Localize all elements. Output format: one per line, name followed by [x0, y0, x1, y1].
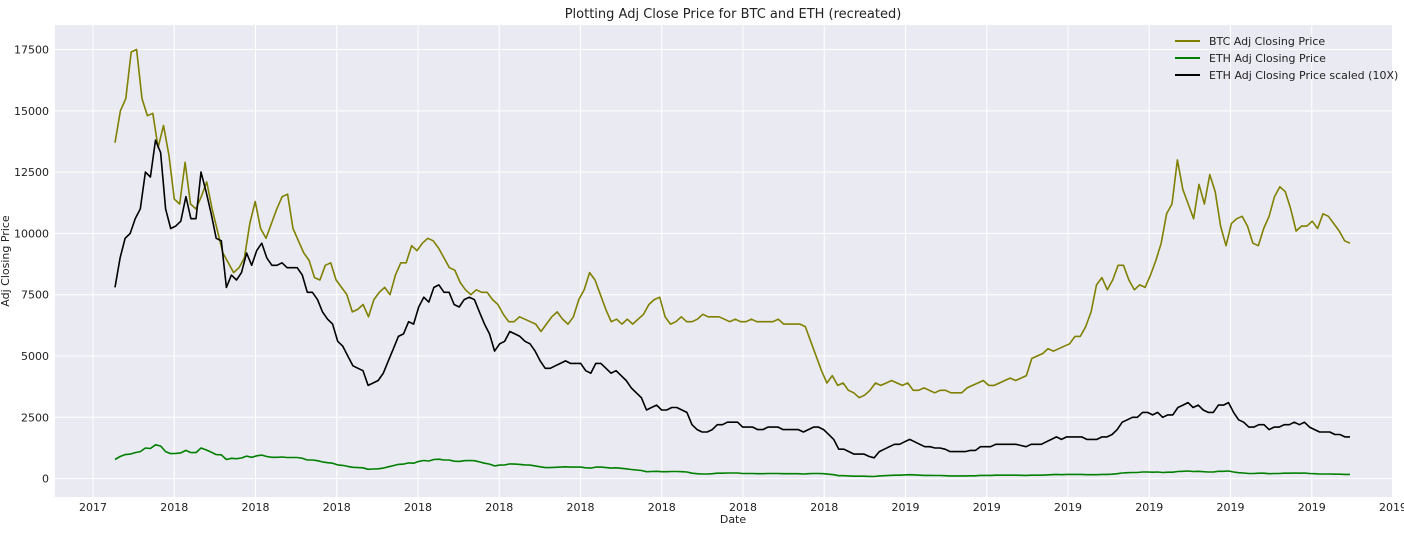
legend-label: ETH Adj Closing Price scaled (10X) — [1209, 69, 1398, 82]
x-tick-label: 2018 — [485, 501, 513, 514]
grid-lines — [55, 25, 1394, 497]
y-tick-label: 12500 — [14, 166, 49, 179]
x-tick-label: 2019 — [1135, 501, 1163, 514]
x-tick-label: 2018 — [648, 501, 676, 514]
y-tick-label: 2500 — [21, 411, 49, 424]
series-line-2 — [114, 443, 1350, 478]
x-tick-label: 2018 — [729, 501, 757, 514]
x-tick-labels: 2017 2018 2018 2018 2018 2018 2018 2018 2018 2018… — [79, 501, 1404, 514]
x-tick-label: 2018 — [810, 501, 838, 514]
x-tick-label: 2019 — [973, 501, 1001, 514]
chart-title: Plotting Adj Close Price for BTC and ETH… — [565, 7, 902, 22]
x-tick-label: 2018 — [323, 501, 351, 514]
x-tick-label: 2019 — [1054, 501, 1082, 514]
y-tick-label: 5000 — [21, 350, 49, 363]
x-tick-label: 2018 — [404, 501, 432, 514]
series-line-1 — [114, 48, 1351, 399]
x-tick-label: 2019 — [1217, 501, 1245, 514]
legend-label: BTC Adj Closing Price — [1209, 35, 1325, 48]
x-tick-label: 2019 — [892, 501, 920, 514]
y-tick-label: 10000 — [14, 227, 49, 240]
legend-label: ETH Adj Closing Price — [1209, 52, 1326, 65]
x-tick-label: 2017 — [79, 501, 107, 514]
y-axis-label: Adj Closing Price — [0, 215, 12, 307]
y-tick-label: 15000 — [14, 105, 49, 118]
x-axis-label: Date — [720, 513, 747, 526]
x-tick-label: 2018 — [242, 501, 270, 514]
legend: BTC Adj Closing Price ETH Adj Closing Pri… — [1175, 35, 1398, 82]
y-tick-label: 0 — [42, 473, 49, 486]
plot-area — [55, 25, 1392, 497]
x-tick-label: 2019 — [1298, 501, 1326, 514]
x-tick-label: 2018 — [160, 501, 188, 514]
y-tick-labels: 0 2500 5000 7500 10000 12500 15000 17500 — [14, 44, 49, 486]
series-line-3 — [114, 139, 1350, 459]
y-tick-label: 17500 — [14, 44, 49, 57]
series-group — [114, 48, 1351, 478]
x-tick-label: 2019 — [1379, 501, 1404, 514]
x-tick-label: 2018 — [567, 501, 595, 514]
y-tick-label: 7500 — [21, 289, 49, 302]
